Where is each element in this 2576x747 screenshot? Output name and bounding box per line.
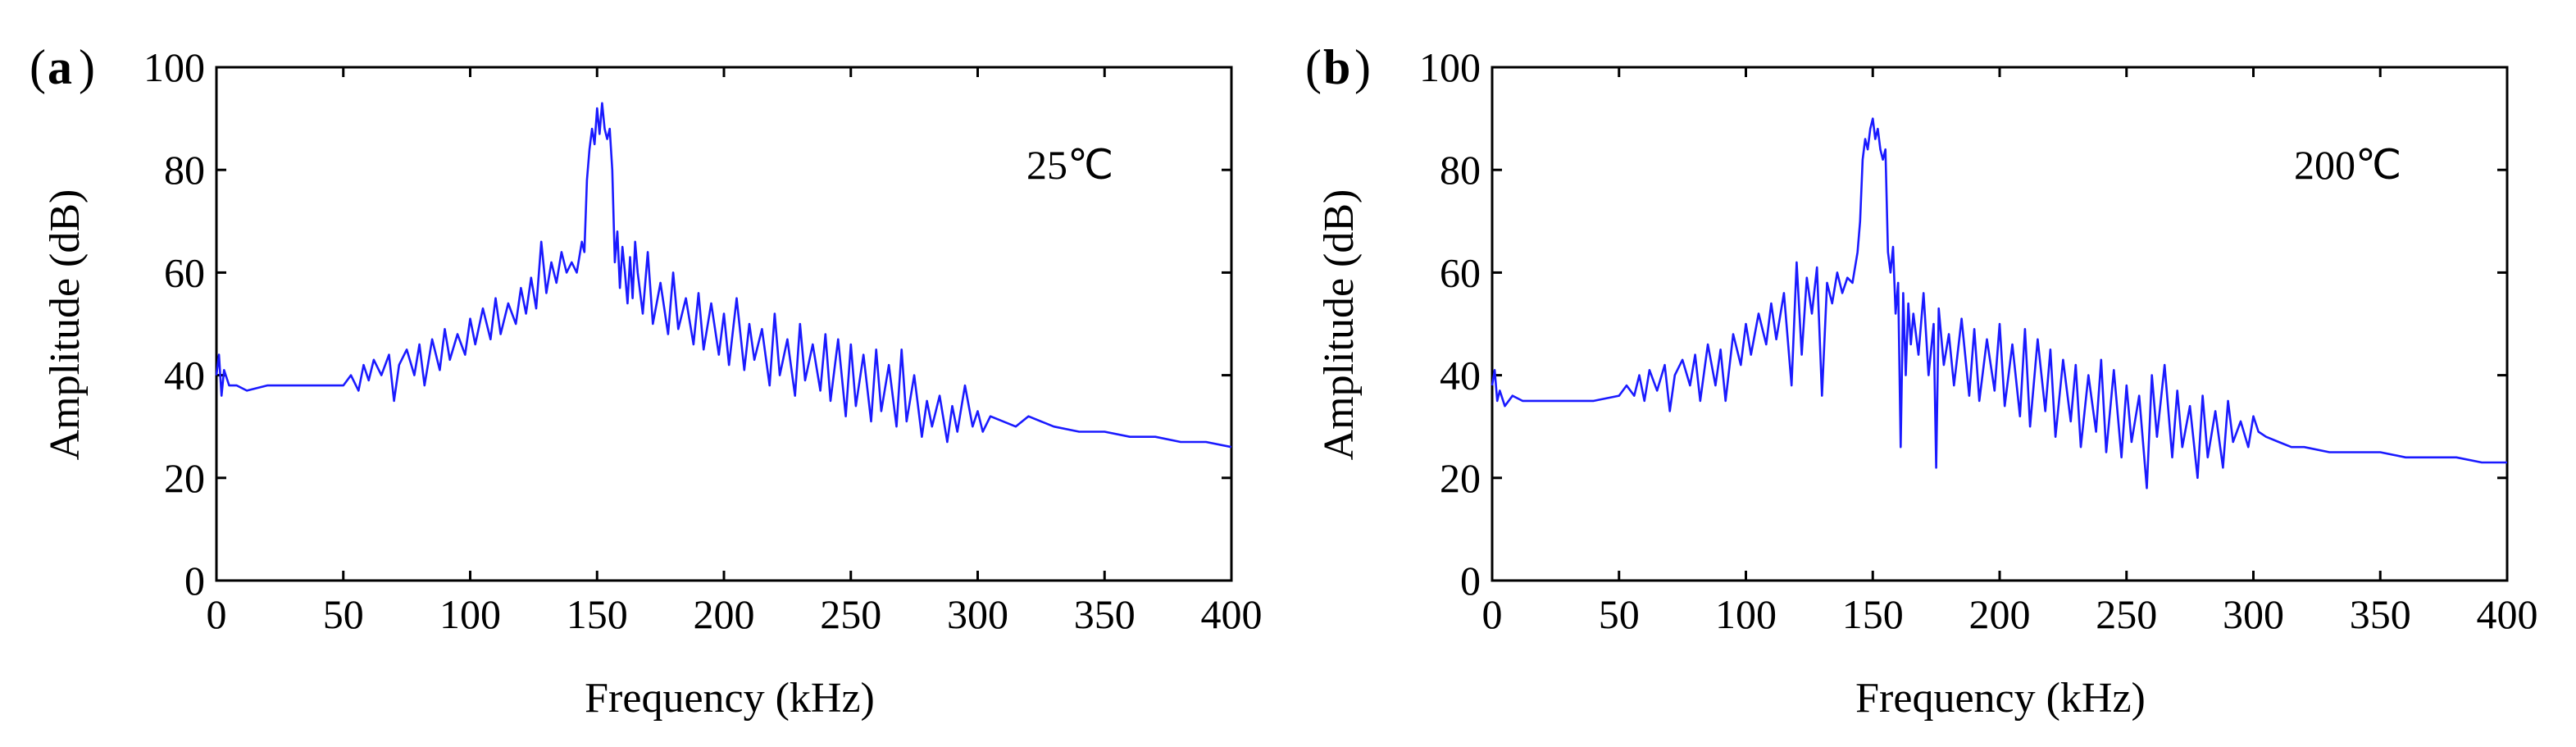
y-tick-label: 60 xyxy=(1440,249,1481,295)
x-tick-label: 400 xyxy=(2477,591,2538,637)
x-tick-label: 150 xyxy=(1842,591,1904,637)
x-tick-label: 100 xyxy=(1715,591,1777,637)
x-tick-label: 250 xyxy=(820,591,881,637)
y-tick-label: 80 xyxy=(1440,147,1481,193)
x-tick-label: 300 xyxy=(947,591,1008,637)
x-tick-label: 400 xyxy=(1201,591,1263,637)
x-tick-label: 300 xyxy=(2223,591,2284,637)
y-tick-label: 0 xyxy=(184,558,205,604)
panel-label: b xyxy=(1323,40,1350,94)
y-tick-label: 20 xyxy=(1440,455,1481,501)
panel-label-close-paren: ) xyxy=(1354,40,1371,94)
x-axis-title: Frequency (kHz) xyxy=(1855,675,2146,722)
x-tick-label: 0 xyxy=(1482,591,1503,637)
x-tick-label: 0 xyxy=(207,591,227,637)
x-tick-label: 200 xyxy=(1969,591,2031,637)
panel-label: a xyxy=(48,40,72,94)
x-tick-label: 50 xyxy=(323,591,364,637)
panel-label-open-paren: ( xyxy=(1305,40,1322,94)
x-tick-label: 350 xyxy=(2350,591,2411,637)
x-tick-label: 250 xyxy=(2096,591,2157,637)
chart-panel-b: ( b ) 200℃ Frequency (kHz) Amplitude (dB… xyxy=(1305,40,2538,722)
temperature-annotation: 25℃ xyxy=(1026,142,1113,188)
y-axis-title: Amplitude (dB) xyxy=(42,189,89,461)
x-tick-label: 100 xyxy=(439,591,501,637)
x-axis-title: Frequency (kHz) xyxy=(585,675,875,722)
series-line xyxy=(215,102,1232,449)
y-axis-title: Amplitude (dB) xyxy=(1316,189,1363,461)
y-tick-label: 20 xyxy=(164,455,205,501)
panel-label-close-paren: ) xyxy=(79,40,95,94)
chart-panel-a: ( a ) 25℃ Frequency (kHz) Amplitude (dB)… xyxy=(30,40,1263,722)
series-line xyxy=(1491,117,2507,490)
y-tick-label: 80 xyxy=(164,147,205,193)
y-tick-label: 40 xyxy=(1440,353,1481,399)
x-tick-label: 50 xyxy=(1599,591,1640,637)
x-tick-label: 200 xyxy=(694,591,755,637)
y-tick-label: 0 xyxy=(1460,558,1481,604)
panel-label-open-paren: ( xyxy=(30,40,46,94)
y-tick-label: 100 xyxy=(1419,44,1481,90)
y-tick-label: 100 xyxy=(143,44,205,90)
y-tick-label: 60 xyxy=(164,249,205,295)
y-tick-label: 40 xyxy=(164,353,205,399)
x-tick-label: 350 xyxy=(1074,591,1136,637)
temperature-annotation: 200℃ xyxy=(2294,142,2401,188)
x-tick-label: 150 xyxy=(567,591,628,637)
